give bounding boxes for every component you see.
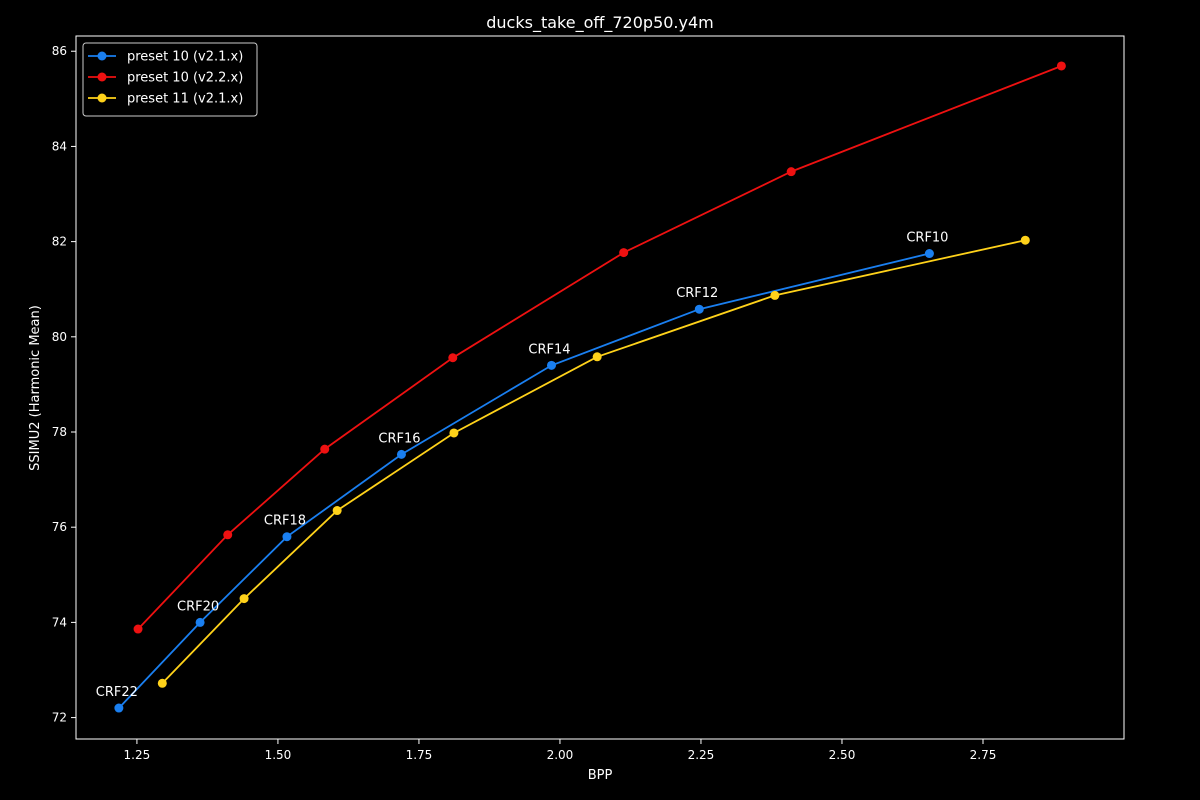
data-point — [332, 506, 342, 516]
data-point — [1020, 235, 1030, 245]
data-point — [786, 167, 796, 177]
data-point — [396, 449, 406, 459]
plot-frame — [75, 35, 1125, 740]
y-tick-label: 84 — [52, 139, 67, 153]
data-point — [449, 428, 459, 438]
data-label: CRF10 — [906, 231, 948, 246]
data-point — [546, 360, 556, 370]
data-point — [282, 532, 292, 542]
data-label: CRF12 — [676, 286, 718, 301]
legend-marker — [97, 51, 107, 61]
data-label: CRF22 — [96, 685, 138, 700]
data-label: CRF14 — [528, 342, 570, 357]
x-tick-label: 2.25 — [688, 748, 715, 762]
series-2 — [133, 61, 1066, 634]
series-3 — [157, 235, 1030, 688]
data-point — [694, 304, 704, 314]
y-tick-label: 78 — [52, 425, 67, 439]
y-tick-label: 80 — [52, 330, 67, 344]
y-tick-label: 72 — [52, 711, 67, 725]
data-point — [592, 352, 602, 362]
data-point — [619, 248, 629, 258]
legend-label: preset 11 (v2.1.x) — [127, 92, 243, 107]
series-1: CRF22 CRF20 CRF18 CRF16 CRF14 CRF12 CRF10 — [96, 231, 948, 713]
data-point — [133, 624, 143, 634]
data-point — [195, 617, 205, 627]
data-point — [448, 353, 458, 363]
x-tick-label: 2.75 — [970, 748, 997, 762]
data-label: CRF16 — [378, 431, 420, 446]
data-point — [114, 703, 124, 713]
x-tick-label: 2.50 — [829, 748, 856, 762]
chart-title: ducks_take_off_720p50.y4m — [486, 13, 714, 33]
y-tick-label: 76 — [52, 520, 67, 534]
y-tick-label: 74 — [52, 615, 67, 629]
data-point — [924, 249, 934, 259]
data-point — [157, 678, 167, 688]
legend-label: preset 10 (v2.2.x) — [127, 71, 243, 86]
y-axis-label: SSIMU2 (Harmonic Mean) — [28, 305, 43, 471]
x-tick-label: 1.50 — [265, 748, 292, 762]
legend: preset 10 (v2.1.x) preset 10 (v2.2.x) pres… — [82, 42, 258, 117]
x-tick-label: 2.00 — [547, 748, 574, 762]
data-point — [770, 290, 780, 300]
data-point — [320, 444, 330, 454]
data-point — [223, 530, 233, 540]
x-tick-label: 1.25 — [124, 748, 151, 762]
data-point — [239, 594, 249, 604]
legend-marker — [97, 72, 107, 82]
plot-area: CRF22 CRF20 CRF18 CRF16 CRF14 CRF12 CRF10 — [96, 61, 1066, 713]
x-tick-label: 1.75 — [406, 748, 433, 762]
data-point — [1056, 61, 1066, 71]
legend-label: preset 10 (v2.1.x) — [127, 50, 243, 65]
x-axis-label: BPP — [588, 768, 613, 783]
y-tick-label: 82 — [52, 235, 67, 249]
data-label: CRF20 — [177, 599, 219, 614]
data-label: CRF18 — [264, 514, 306, 529]
axes: 1.25 1.50 1.75 2.00 2.25 2.50 2.75 72 74 76 78 80 82… — [52, 44, 997, 762]
legend-marker — [97, 93, 107, 103]
legend-box — [82, 42, 258, 117]
y-tick-label: 86 — [52, 44, 67, 58]
